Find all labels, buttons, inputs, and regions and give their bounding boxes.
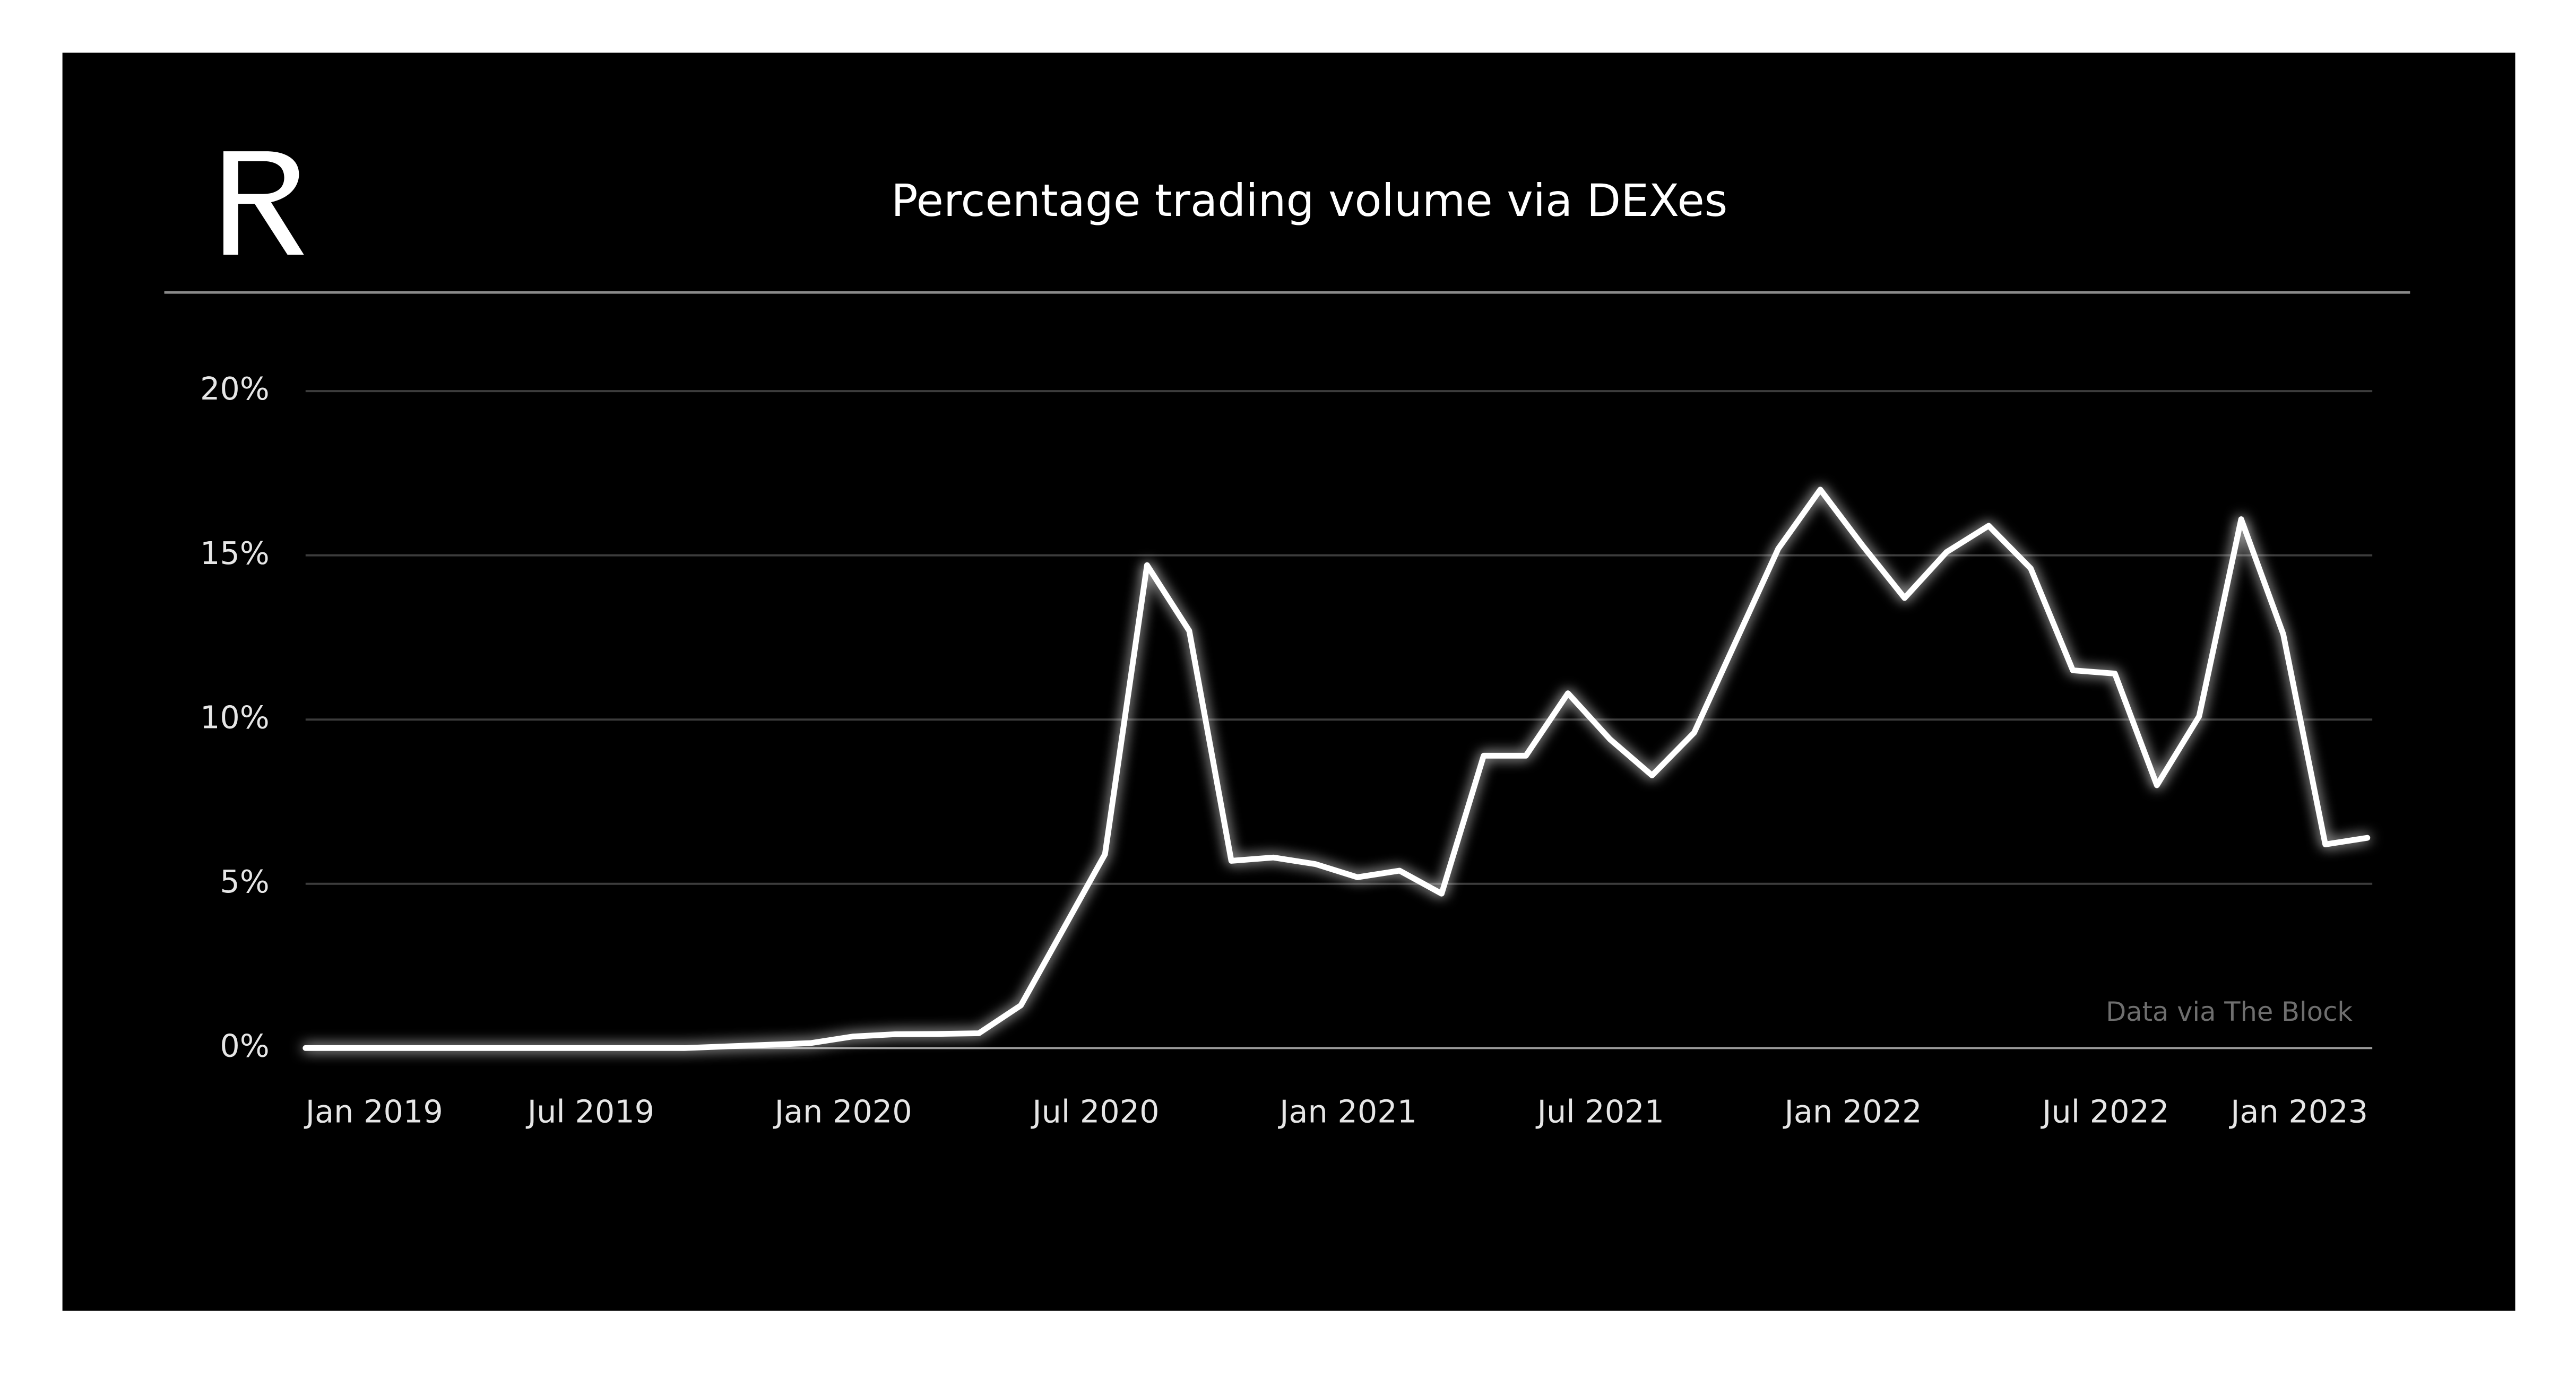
x-tick-label: Jan 2019 — [304, 1093, 443, 1130]
x-tick-label: Jan 2022 — [1783, 1093, 1922, 1130]
logo — [223, 151, 304, 255]
chart-title: Percentage trading volume via DEXes — [891, 175, 1727, 227]
x-tick-label: Jul 2022 — [2040, 1093, 2169, 1130]
x-tick-label: Jul 2021 — [1535, 1093, 1664, 1130]
x-tick-label: Jan 2023 — [2228, 1093, 2368, 1130]
y-tick-label: 20% — [200, 370, 270, 407]
y-tick-label: 10% — [200, 699, 270, 735]
y-tick-label: 0% — [220, 1027, 269, 1064]
source-note: Data via The Block — [2106, 996, 2353, 1027]
x-tick-label: Jan 2021 — [1277, 1093, 1417, 1130]
y-tick-label: 15% — [200, 535, 270, 571]
x-tick-label: Jan 2020 — [773, 1093, 912, 1130]
data-line — [302, 487, 2371, 1051]
y-tick-label: 5% — [220, 863, 269, 900]
x-tick-label: Jul 2020 — [1030, 1093, 1159, 1130]
card — [62, 53, 2516, 1311]
x-tick-label: Jul 2019 — [525, 1093, 654, 1130]
